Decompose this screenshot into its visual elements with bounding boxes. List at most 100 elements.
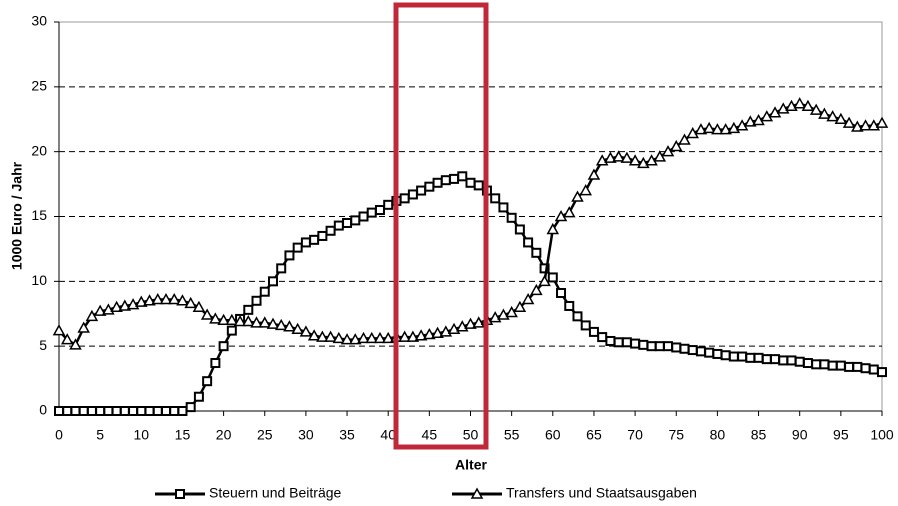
- marker: [678, 133, 691, 145]
- marker: [753, 352, 764, 363]
- marker: [349, 333, 362, 345]
- x-tick-label: 25: [257, 427, 273, 443]
- y-tick-label: 30: [31, 13, 47, 29]
- marker: [176, 294, 189, 306]
- marker: [811, 359, 822, 370]
- marker: [728, 351, 739, 362]
- marker: [192, 300, 206, 313]
- x-tick-label: 45: [422, 427, 438, 443]
- marker: [266, 317, 280, 329]
- marker: [159, 292, 173, 305]
- marker: [523, 237, 534, 248]
- marker: [860, 363, 871, 374]
- marker: [383, 199, 394, 210]
- marker: [340, 333, 354, 345]
- marker: [490, 193, 501, 204]
- marker: [185, 402, 196, 413]
- marker: [151, 292, 165, 305]
- marker: [324, 330, 337, 342]
- marker: [744, 115, 757, 127]
- marker: [119, 406, 130, 416]
- y-axis-label: 1000 Euro / Jahr: [9, 161, 25, 270]
- marker: [605, 335, 616, 346]
- x-tick-label: 60: [545, 427, 561, 443]
- marker: [242, 314, 255, 327]
- marker: [498, 202, 509, 213]
- marker: [875, 116, 889, 128]
- x-tick-label: 15: [175, 427, 191, 443]
- legend-item: Transfers und Staatsausgaben: [452, 485, 697, 501]
- marker: [283, 320, 296, 332]
- marker: [267, 276, 278, 287]
- x-tick-label: 30: [298, 427, 314, 443]
- marker: [612, 150, 625, 162]
- marker: [572, 311, 583, 322]
- x-tick-label: 65: [586, 427, 602, 443]
- marker: [621, 337, 632, 348]
- marker: [859, 119, 872, 131]
- marker: [521, 292, 535, 305]
- x-tick-label: 40: [380, 427, 396, 443]
- plot: 0 5 10 15 20 25 30 0 5 10 15 20 25 30 35 40 45 50 55 60 65 70…: [31, 13, 893, 443]
- marker: [473, 180, 484, 191]
- marker: [373, 331, 387, 344]
- marker: [300, 237, 311, 248]
- marker: [111, 406, 122, 416]
- x-tick-label: 100: [870, 427, 894, 443]
- marker: [760, 110, 774, 122]
- marker: [687, 345, 698, 356]
- marker: [547, 272, 558, 283]
- x-tick-label: 85: [751, 427, 767, 443]
- marker: [613, 337, 624, 348]
- marker: [210, 358, 221, 369]
- marker: [506, 212, 517, 223]
- x-tick-label: 10: [134, 427, 150, 443]
- marker: [233, 314, 247, 327]
- marker: [809, 103, 823, 115]
- marker: [144, 406, 155, 416]
- marker: [110, 300, 123, 313]
- marker: [531, 247, 542, 258]
- y-tick-label: 15: [31, 207, 47, 223]
- marker: [587, 168, 601, 180]
- y-tick-label: 20: [31, 142, 47, 158]
- marker: [128, 406, 139, 416]
- marker: [794, 356, 805, 367]
- marker: [695, 346, 706, 357]
- marker: [604, 151, 617, 163]
- marker: [103, 406, 114, 416]
- marker: [877, 367, 887, 378]
- marker: [136, 406, 147, 416]
- marker: [620, 151, 634, 163]
- marker: [686, 126, 699, 139]
- marker: [851, 120, 864, 132]
- marker: [834, 112, 848, 124]
- marker: [663, 341, 674, 352]
- marker: [193, 391, 204, 402]
- marker: [251, 295, 262, 306]
- marker: [416, 185, 427, 196]
- marker: [737, 351, 748, 362]
- marker: [580, 320, 591, 331]
- marker: [554, 209, 568, 222]
- marker: [152, 406, 163, 416]
- marker: [669, 139, 683, 152]
- y-tick-label: 0: [39, 402, 47, 418]
- marker: [167, 292, 181, 305]
- legend-label: Steuern und Beiträge: [209, 485, 342, 501]
- marker: [424, 181, 435, 192]
- marker: [712, 348, 723, 359]
- marker: [819, 359, 830, 370]
- marker: [786, 355, 797, 366]
- marker: [93, 304, 107, 316]
- marker: [457, 171, 468, 182]
- marker: [60, 333, 74, 345]
- marker: [645, 154, 658, 166]
- x-tick-label: 55: [504, 427, 520, 443]
- marker: [702, 121, 716, 134]
- legend-item: Steuern und Beiträge: [155, 485, 342, 501]
- series-line: [59, 174, 883, 413]
- marker: [694, 123, 708, 135]
- marker: [209, 312, 222, 324]
